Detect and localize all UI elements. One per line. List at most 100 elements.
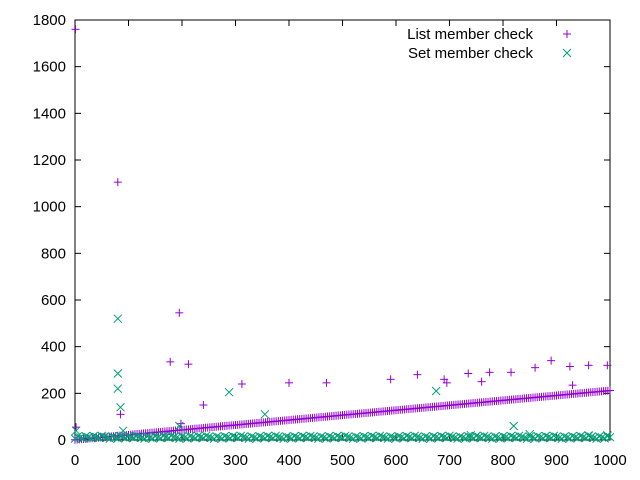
- set-point: [71, 426, 81, 436]
- set-point: [380, 433, 390, 443]
- set-point: [415, 433, 425, 443]
- set-point: [506, 431, 516, 441]
- list-point: [565, 362, 574, 371]
- list-point: [606, 386, 614, 395]
- set-point: [212, 432, 222, 441]
- set-point: [514, 431, 524, 441]
- list-point: [184, 360, 193, 369]
- set-point: [118, 426, 128, 436]
- set-point: [501, 432, 511, 442]
- set-point: [223, 432, 232, 442]
- set-point: [541, 431, 551, 441]
- list-point: [175, 308, 184, 317]
- set-point: [517, 432, 527, 442]
- set-point: [359, 431, 369, 441]
- set-point: [439, 432, 449, 442]
- y-tick-label: 1400: [33, 105, 66, 122]
- set-point: [554, 433, 564, 443]
- set-point: [482, 432, 492, 442]
- y-tick-label: 800: [41, 245, 66, 262]
- set-point: [570, 432, 580, 442]
- set-point: [498, 431, 508, 441]
- set-point: [437, 431, 446, 441]
- set-point: [485, 433, 494, 443]
- set-point: [405, 432, 414, 442]
- set-point: [455, 432, 465, 441]
- set-point: [602, 430, 612, 440]
- list-point: [413, 370, 422, 379]
- set-point: [284, 433, 294, 442]
- set-point: [375, 431, 385, 441]
- set-point: [490, 432, 500, 441]
- set-point: [180, 433, 190, 442]
- set-point: [204, 432, 214, 442]
- legend-label-list: List member check: [407, 26, 533, 43]
- set-point: [584, 430, 593, 440]
- set-point: [354, 433, 363, 442]
- x-tick-label: 100: [116, 452, 141, 469]
- set-point: [589, 433, 599, 443]
- axis-ticks: 0 100 200 300 400 500 600 700 800 900 1000 0 200 400 6…: [33, 12, 627, 469]
- set-point: [271, 431, 280, 441]
- set-point: [118, 432, 128, 442]
- set-point: [605, 432, 615, 442]
- set-point: [447, 432, 457, 442]
- y-tick-label: 1000: [33, 199, 66, 216]
- set-point: [169, 432, 179, 442]
- set-point: [174, 421, 184, 431]
- set-point: [597, 433, 607, 442]
- set-point: [576, 431, 585, 441]
- set-point: [324, 431, 334, 441]
- set-point: [113, 314, 123, 324]
- set-point: [137, 433, 147, 443]
- set-point: [257, 432, 267, 442]
- set-point: [153, 432, 163, 442]
- set-point: [332, 431, 342, 441]
- legend-markers: [562, 30, 572, 58]
- set-point: [185, 431, 195, 441]
- set-point: [319, 433, 329, 442]
- list-point: [237, 380, 246, 388]
- list-point: [285, 378, 293, 387]
- set-point: [241, 433, 251, 443]
- y-tick-label: 1800: [33, 12, 66, 29]
- set-point: [327, 432, 337, 442]
- set-point: [562, 433, 572, 442]
- set-point: [260, 409, 270, 419]
- set-point: [228, 431, 238, 441]
- set-point: [231, 432, 240, 442]
- set-point: [520, 433, 529, 443]
- set-point: [97, 431, 107, 441]
- set-point: [273, 432, 283, 442]
- set-point: [560, 432, 569, 441]
- set-point: [265, 432, 275, 442]
- set-point: [116, 431, 125, 441]
- x-tick-label: 500: [330, 452, 355, 469]
- list-point: [507, 368, 516, 377]
- set-point: [134, 432, 144, 442]
- set-point: [578, 432, 588, 442]
- set-point: [533, 431, 543, 441]
- set-point: [445, 431, 454, 441]
- set-point: [161, 432, 171, 442]
- list-point: [176, 419, 185, 428]
- set-point: [308, 432, 318, 442]
- plot-frame: [74, 19, 611, 441]
- set-point: [81, 431, 91, 441]
- list-point: [166, 357, 175, 366]
- data-marks: [70, 25, 615, 444]
- y-tick-label: 400: [41, 339, 66, 356]
- list-point: [442, 378, 451, 387]
- set-point: [509, 421, 519, 431]
- set-point: [75, 433, 85, 442]
- set-point: [166, 431, 176, 441]
- y-tick-label: 200: [41, 385, 66, 402]
- set-point: [207, 433, 216, 443]
- set-point: [73, 432, 83, 441]
- set-point: [466, 432, 476, 442]
- legend-label-set: Set member check: [408, 45, 534, 62]
- set-point: [306, 431, 315, 441]
- set-point: [224, 387, 234, 397]
- set-point: [367, 431, 377, 441]
- set-point: [493, 433, 503, 442]
